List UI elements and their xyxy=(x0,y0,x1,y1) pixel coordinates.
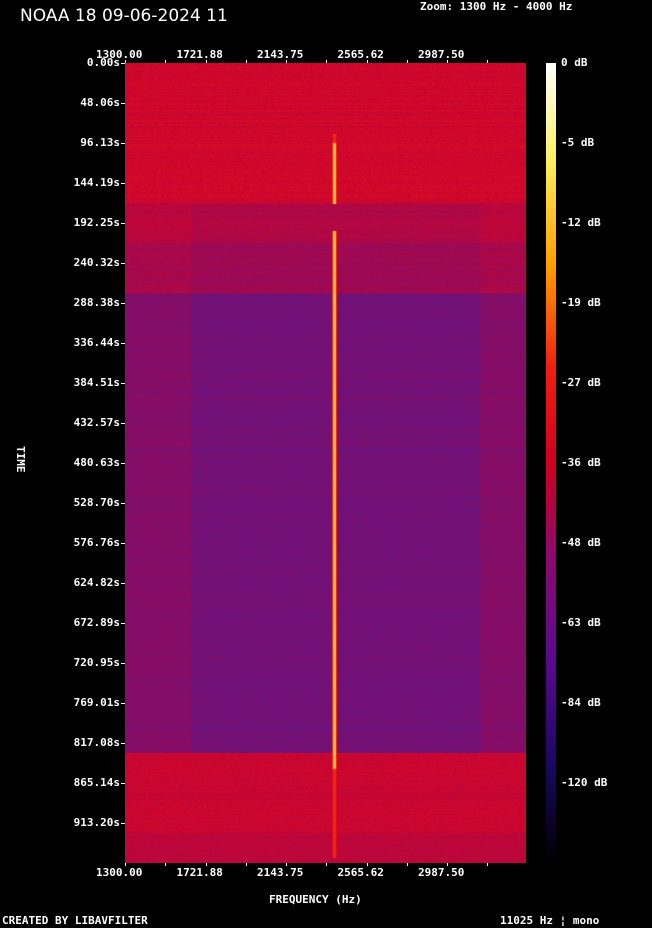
y-tick-mark xyxy=(121,423,125,424)
x-tick-mark xyxy=(406,863,408,866)
y-tick-mark xyxy=(121,103,125,104)
y-tick-label: 913.20s xyxy=(73,816,120,829)
y-tick-mark xyxy=(121,823,125,824)
colorbar xyxy=(546,63,556,863)
x-tick-label-top: 2565.62 xyxy=(337,48,384,61)
x-tick-mark xyxy=(447,863,448,866)
colorbar-tick-label: -120 dB xyxy=(561,776,608,789)
y-tick-mark xyxy=(121,263,125,264)
y-tick-label: 144.19s xyxy=(73,176,120,189)
y-tick-mark xyxy=(121,783,125,784)
colorbar-tick-label: -48 dB xyxy=(561,536,601,549)
x-tick-mark xyxy=(245,60,247,63)
x-axis-label: FREQUENCY (Hz) xyxy=(269,893,362,906)
footer-sample-rate: 11025 Hz ¦ mono xyxy=(500,914,600,927)
y-tick-mark xyxy=(121,623,125,624)
x-tick-label-bottom: 2987.50 xyxy=(418,866,465,879)
y-tick-label: 672.89s xyxy=(73,616,120,629)
y-tick-label: 576.76s xyxy=(73,536,120,549)
y-tick-label: 48.06s xyxy=(80,96,120,109)
x-tick-label-top: 1721.88 xyxy=(176,48,223,61)
x-tick-mark xyxy=(286,60,287,63)
x-tick-label-bottom: 2565.62 xyxy=(337,866,384,879)
colorbar-tick-label: -36 dB xyxy=(561,456,601,469)
x-tick-mark xyxy=(366,863,368,866)
x-tick-mark xyxy=(366,60,368,63)
x-tick-label-top: 2143.75 xyxy=(257,48,304,61)
x-tick-mark xyxy=(286,863,287,866)
colorbar-tick-label: -19 dB xyxy=(561,296,601,309)
colorbar-tick-label: 0 dB xyxy=(561,56,588,69)
y-tick-label: 720.95s xyxy=(73,656,120,669)
x-tick-mark xyxy=(165,60,167,63)
x-tick-mark xyxy=(125,863,126,866)
y-tick-label: 192.25s xyxy=(73,216,120,229)
x-tick-mark xyxy=(447,60,448,63)
x-tick-mark xyxy=(406,60,408,63)
y-tick-label: 769.01s xyxy=(73,696,120,709)
x-tick-mark xyxy=(487,60,489,63)
y-tick-mark xyxy=(121,743,125,744)
y-tick-label: 624.82s xyxy=(73,576,120,589)
x-tick-label-bottom: 2143.75 xyxy=(257,866,304,879)
y-tick-mark xyxy=(121,503,125,504)
y-tick-label: 528.70s xyxy=(73,496,120,509)
zoom-label: Zoom: 1300 Hz - 4000 Hz xyxy=(420,0,573,13)
x-tick-mark xyxy=(245,863,247,866)
y-tick-mark xyxy=(121,463,125,464)
y-tick-label: 240.32s xyxy=(73,256,120,269)
x-tick-mark xyxy=(205,60,207,63)
colorbar-tick-label: -12 dB xyxy=(561,216,601,229)
y-tick-label: 336.44s xyxy=(73,336,120,349)
y-tick-label: 0.00s xyxy=(86,56,120,69)
x-tick-mark xyxy=(205,863,207,866)
y-tick-mark xyxy=(121,223,125,224)
y-tick-mark xyxy=(121,383,125,384)
y-tick-mark xyxy=(121,583,125,584)
chart-title: NOAA 18 09-06-2024 11 xyxy=(20,6,228,26)
y-tick-label: 865.14s xyxy=(73,776,120,789)
x-tick-label-bottom: 1721.88 xyxy=(176,866,223,879)
y-tick-label: 96.13s xyxy=(80,136,120,149)
x-tick-mark xyxy=(326,863,328,866)
colorbar-tick-label: -5 dB xyxy=(561,136,595,149)
y-tick-label: 432.57s xyxy=(73,416,120,429)
y-axis-label: TIME xyxy=(14,446,27,473)
y-tick-label: 288.38s xyxy=(73,296,120,309)
x-tick-mark xyxy=(487,863,489,866)
y-tick-label: 384.51s xyxy=(73,376,120,389)
colorbar-tick-label: -63 dB xyxy=(561,616,601,629)
y-tick-mark xyxy=(121,303,125,304)
y-tick-mark xyxy=(121,543,125,544)
y-tick-mark xyxy=(121,343,125,344)
colorbar-tick-label: -84 dB xyxy=(561,696,601,709)
y-tick-label: 480.63s xyxy=(73,456,120,469)
x-tick-label-top: 2987.50 xyxy=(418,48,465,61)
spectrogram-heatmap xyxy=(125,63,526,863)
y-tick-label: 817.08s xyxy=(73,736,120,749)
x-tick-mark xyxy=(326,60,328,63)
y-tick-mark xyxy=(121,63,125,64)
y-tick-mark xyxy=(121,183,125,184)
x-tick-label-top: 1300.00 xyxy=(96,48,143,61)
y-tick-mark xyxy=(121,663,125,664)
x-tick-label-bottom: 1300.00 xyxy=(96,866,143,879)
footer-credit: CREATED BY LIBAVFILTER xyxy=(2,914,148,927)
y-tick-mark xyxy=(121,703,125,704)
y-tick-mark xyxy=(121,143,125,144)
x-tick-mark xyxy=(165,863,167,866)
colorbar-tick-label: -27 dB xyxy=(561,376,601,389)
x-tick-mark xyxy=(125,60,126,63)
